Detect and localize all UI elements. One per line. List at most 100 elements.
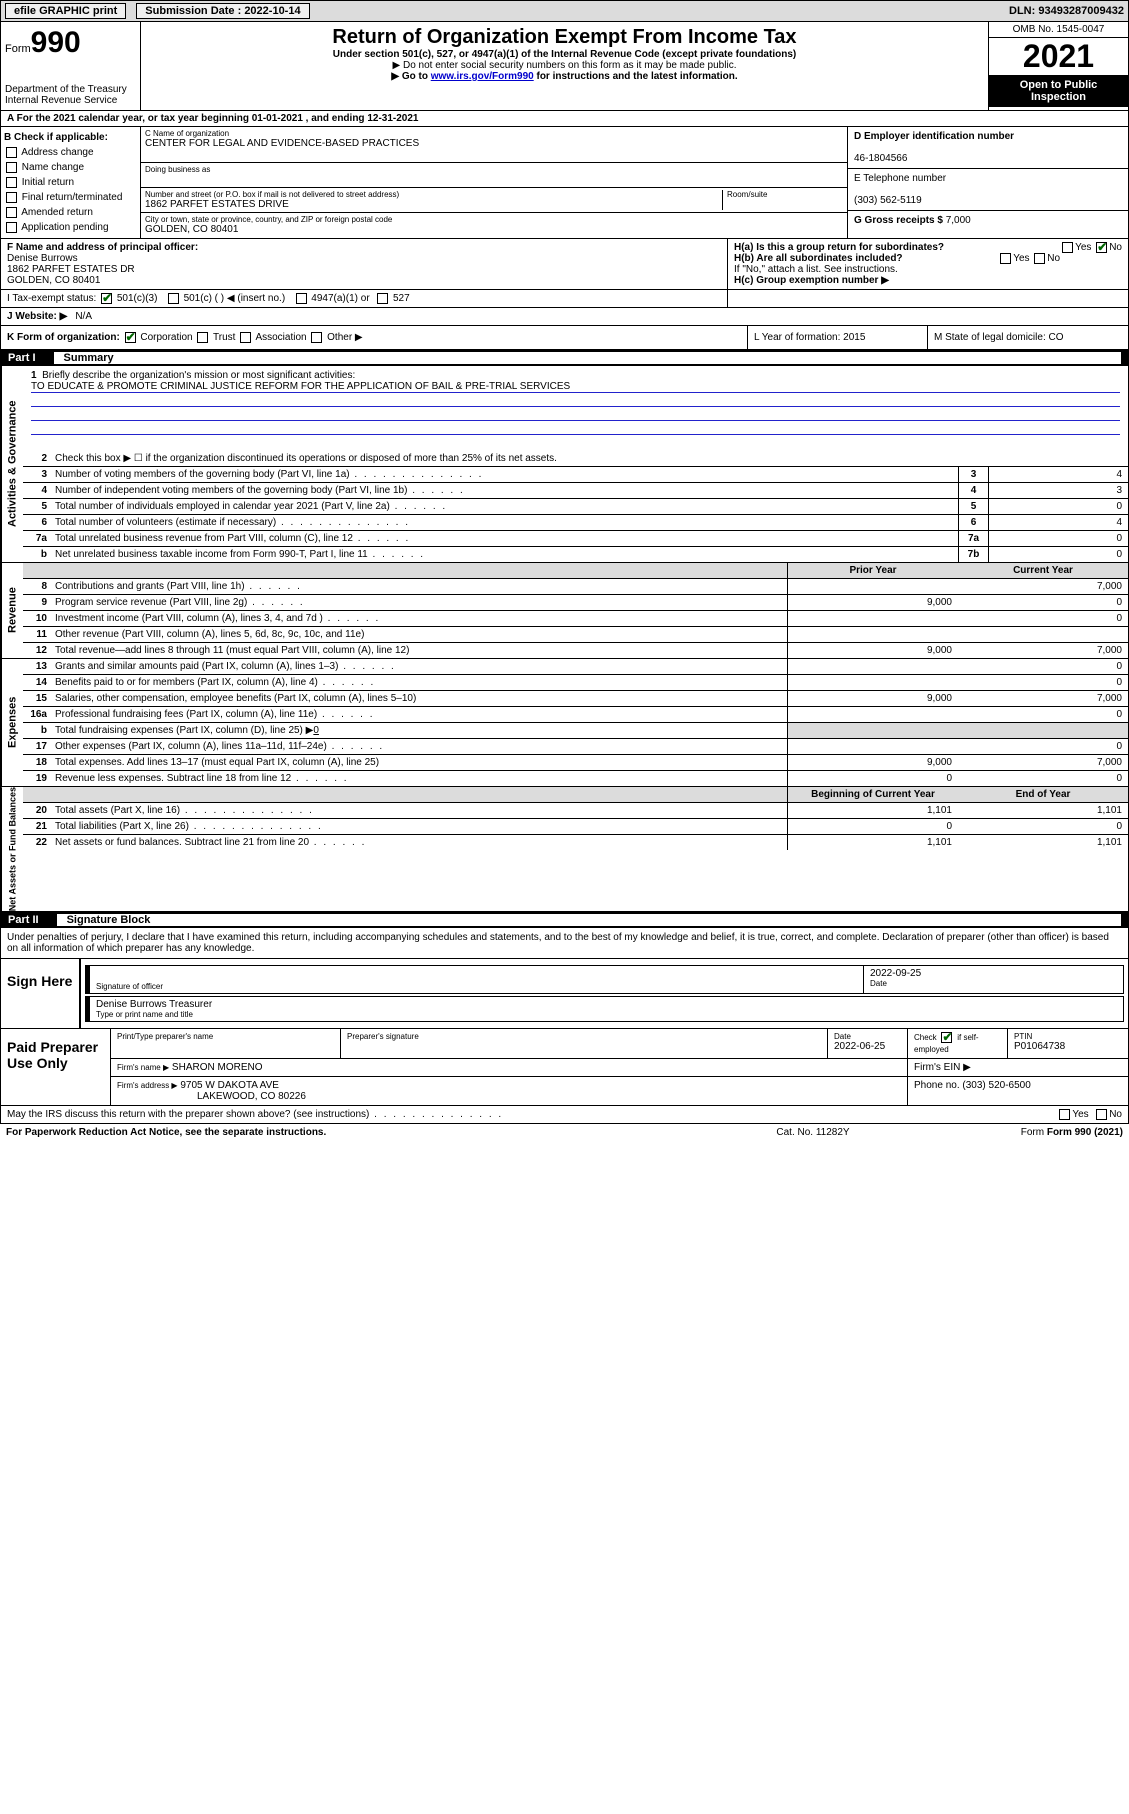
revenue-section: Revenue Prior Year Current Year 8Contrib… <box>0 563 1129 659</box>
col-b: B Check if applicable: Address change Na… <box>1 127 141 238</box>
v7b: 0 <box>988 547 1128 562</box>
no-label: No <box>1109 1109 1122 1120</box>
chk-assoc[interactable] <box>240 332 251 343</box>
box-7a: 7a <box>958 531 988 546</box>
hb-no-check[interactable] <box>1034 253 1045 264</box>
v3: 4 <box>988 467 1128 482</box>
l16b-val: 0 <box>313 725 319 736</box>
date-label: Date <box>870 979 1117 988</box>
chk-address-change[interactable]: Address change <box>4 145 137 160</box>
rev-tab: Revenue <box>1 563 23 658</box>
chk-527[interactable] <box>377 293 388 304</box>
org-info: B Check if applicable: Address change Na… <box>0 127 1129 239</box>
box-7b: 7b <box>958 547 988 562</box>
efile-button[interactable]: efile GRAPHIC print <box>5 3 126 19</box>
section-a: A For the 2021 calendar year, or tax yea… <box>0 111 1129 127</box>
dba-label: Doing business as <box>145 165 843 174</box>
org-city: GOLDEN, CO 80401 <box>145 224 843 235</box>
n17: 17 <box>23 739 51 754</box>
chk-amended[interactable]: Amended return <box>4 205 137 220</box>
p17 <box>788 739 958 754</box>
chk-4947[interactable] <box>296 293 307 304</box>
l1-label: Briefly describe the organization's miss… <box>42 370 355 381</box>
irs-label: Internal Revenue Service <box>5 95 136 106</box>
prep-check-label: Check <box>914 1034 937 1043</box>
opt-label: Amended return <box>21 207 93 218</box>
discuss-no[interactable] <box>1096 1109 1107 1120</box>
c20: 1,101 <box>958 803 1128 818</box>
discuss-yes[interactable] <box>1059 1109 1070 1120</box>
chk-other[interactable] <box>311 332 322 343</box>
l2: Check this box ▶ ☐ if the organization d… <box>51 451 1128 466</box>
eoy-col: End of Year <box>958 787 1128 802</box>
n2: 2 <box>23 451 51 466</box>
phone: (303) 562-5119 <box>854 195 922 206</box>
ha-no-check[interactable] <box>1096 242 1107 253</box>
chk-501c3[interactable] <box>101 293 112 304</box>
name-label: C Name of organization <box>145 129 843 138</box>
l11: Other revenue (Part VIII, column (A), li… <box>51 627 788 642</box>
c17: 0 <box>958 739 1128 754</box>
v5: 0 <box>988 499 1128 514</box>
website: N/A <box>75 311 92 322</box>
tax-year: 2021 <box>989 38 1128 75</box>
box-4: 4 <box>958 483 988 498</box>
perjury-text: Under penalties of perjury, I declare th… <box>0 928 1129 959</box>
dept-treasury: Department of the Treasury <box>5 84 136 95</box>
opt-527: 527 <box>393 293 410 304</box>
part-i-label: Part I <box>8 352 54 364</box>
gross-receipts: 7,000 <box>946 215 971 226</box>
ptin: P01064738 <box>1014 1041 1065 1052</box>
no-label: No <box>1047 253 1060 264</box>
chk-501c[interactable] <box>168 293 179 304</box>
p8 <box>788 579 958 594</box>
hb-yes-check[interactable] <box>1000 253 1011 264</box>
n5: 5 <box>23 499 51 514</box>
ptin-label: PTIN <box>1014 1032 1122 1041</box>
box-5: 5 <box>958 499 988 514</box>
irs-link[interactable]: www.irs.gov/Form990 <box>431 71 534 82</box>
firm-phone: (303) 520-6500 <box>962 1080 1030 1091</box>
v4: 3 <box>988 483 1128 498</box>
c21: 0 <box>958 819 1128 834</box>
l4: Number of independent voting members of … <box>51 483 958 498</box>
row-klm: K Form of organization: Corporation Trus… <box>0 326 1129 350</box>
c10: 0 <box>958 611 1128 626</box>
n18: 18 <box>23 755 51 770</box>
firm-addr1: 9705 W DAKOTA AVE <box>180 1080 279 1091</box>
part-ii-label: Part II <box>8 914 57 926</box>
prep-selfemp-check[interactable] <box>941 1032 952 1043</box>
c16a: 0 <box>958 707 1128 722</box>
chk-trust[interactable] <box>197 332 208 343</box>
chk-initial-return[interactable]: Initial return <box>4 175 137 190</box>
ha-yes-check[interactable] <box>1062 242 1073 253</box>
v6: 4 <box>988 515 1128 530</box>
c14: 0 <box>958 675 1128 690</box>
opt-501c: 501(c) ( ) ◀ (insert no.) <box>184 293 286 304</box>
ha-row: H(a) Is this a group return for subordin… <box>734 242 1122 253</box>
na-header: Beginning of Current Year End of Year <box>23 787 1128 803</box>
firm-addr2: LAKEWOOD, CO 80226 <box>197 1091 306 1102</box>
discuss-row: May the IRS discuss this return with the… <box>0 1106 1129 1124</box>
form-ref-num: Form 990 (2021) <box>1047 1127 1123 1138</box>
c19: 0 <box>958 771 1128 786</box>
l16b-label: Total fundraising expenses (Part IX, col… <box>55 725 313 736</box>
chk-corp[interactable] <box>125 332 136 343</box>
n14: 14 <box>23 675 51 690</box>
col-de: D Employer identification number 46-1804… <box>848 127 1128 238</box>
p22: 1,101 <box>788 835 958 850</box>
chk-name-change[interactable]: Name change <box>4 160 137 175</box>
i-label: I Tax-exempt status: <box>7 293 96 304</box>
opt-501c3: 501(c)(3) <box>117 293 158 304</box>
chk-app-pending[interactable]: Application pending <box>4 220 137 235</box>
yes-label: Yes <box>1072 1109 1088 1120</box>
c18: 7,000 <box>958 755 1128 770</box>
yes-label: Yes <box>1075 242 1091 253</box>
goto-suffix: for instructions and the latest informat… <box>534 71 738 82</box>
chk-final-return[interactable]: Final return/terminated <box>4 190 137 205</box>
opt-other: Other ▶ <box>327 332 362 343</box>
expenses-section: Expenses 13Grants and similar amounts pa… <box>0 659 1129 787</box>
discuss-question: May the IRS discuss this return with the… <box>7 1109 1057 1120</box>
prior-year-col: Prior Year <box>788 563 958 578</box>
l13: Grants and similar amounts paid (Part IX… <box>51 659 788 674</box>
